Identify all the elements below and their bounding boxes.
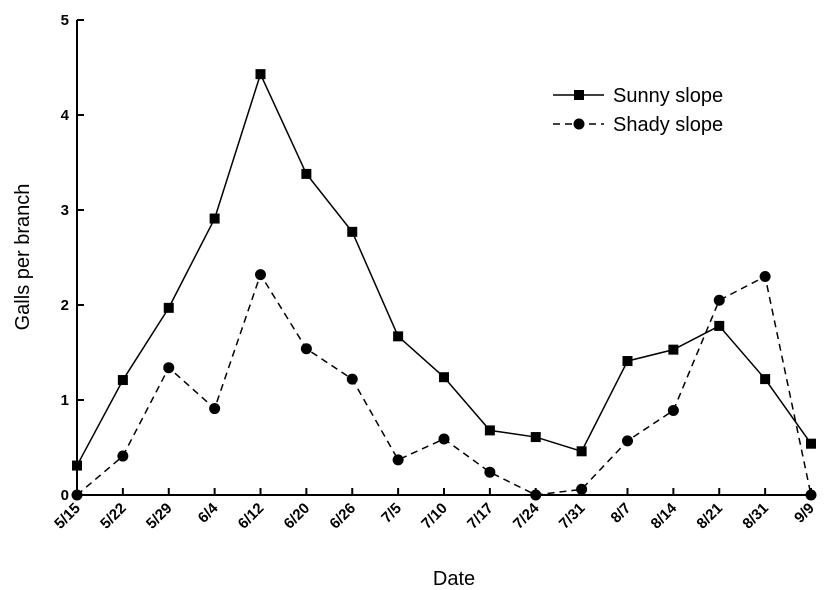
y-tick-label: 3 — [61, 202, 69, 219]
data-point-shady-slope — [484, 466, 496, 478]
data-point-sunny-slope — [714, 320, 725, 331]
series-sunny-slope — [72, 69, 816, 471]
data-point-shady-slope — [300, 343, 312, 355]
series-layer — [71, 69, 817, 501]
data-point-sunny-slope — [484, 425, 495, 436]
y-tick-label: 0 — [61, 487, 69, 504]
legend-item-sunny: Sunny slope — [553, 85, 723, 107]
data-point-sunny-slope — [163, 302, 174, 313]
legend: Sunny slope Shady slope — [553, 85, 723, 136]
y-axis-ticks: 0 1 2 3 4 5 — [61, 12, 84, 504]
data-point-shady-slope — [530, 489, 542, 501]
y-tick-label: 2 — [61, 297, 69, 314]
series-line-shady-slope — [76, 272, 812, 496]
x-tick-label: 7/10 — [418, 500, 451, 533]
y-tick-label: 5 — [61, 12, 69, 29]
data-point-sunny-slope — [255, 69, 266, 80]
series-shady-slope — [71, 269, 817, 501]
x-tick-label: 9/9 — [791, 500, 818, 527]
data-point-shady-slope — [392, 454, 404, 466]
x-tick-label: 7/24 — [510, 499, 543, 532]
data-point-shady-slope — [163, 362, 175, 374]
legend-item-shady: Shady slope — [553, 114, 723, 136]
data-point-shady-slope — [117, 450, 129, 462]
data-point-sunny-slope — [439, 372, 449, 383]
data-point-sunny-slope — [576, 446, 587, 457]
data-point-shady-slope — [667, 404, 679, 416]
data-point-shady-slope — [713, 294, 725, 306]
x-tick-label: 5/22 — [97, 500, 130, 533]
x-tick-label: 8/21 — [693, 500, 726, 533]
data-point-shady-slope — [805, 489, 817, 501]
data-point-sunny-slope — [393, 331, 404, 342]
x-tick-label: 8/7 — [608, 500, 635, 527]
x-tick-label: 8/31 — [739, 500, 772, 533]
legend-swatch-sunny-marker — [574, 90, 584, 100]
data-point-sunny-slope — [117, 375, 128, 386]
data-point-sunny-slope — [72, 460, 82, 471]
x-tick-label: 5/15 — [51, 500, 84, 533]
y-tick-label: 4 — [61, 107, 70, 124]
data-point-shady-slope — [759, 271, 771, 282]
data-point-shady-slope — [255, 269, 266, 281]
legend-label-shady: Shady slope — [613, 114, 723, 136]
data-point-shady-slope — [438, 433, 450, 445]
x-tick-label: 5/29 — [143, 500, 176, 533]
data-point-sunny-slope — [760, 374, 771, 385]
x-axis-title: Date — [433, 568, 475, 590]
x-tick-label: 6/12 — [235, 500, 268, 533]
data-point-sunny-slope — [209, 213, 220, 224]
x-tick-label: 7/5 — [378, 500, 405, 527]
x-tick-label: 6/4 — [195, 499, 222, 526]
data-point-sunny-slope — [622, 356, 633, 367]
x-tick-label: 7/31 — [556, 500, 589, 533]
data-point-sunny-slope — [347, 226, 358, 237]
x-tick-label: 6/26 — [326, 500, 359, 533]
x-tick-label: 8/14 — [648, 499, 681, 532]
data-point-sunny-slope — [806, 438, 816, 449]
y-axis-title: Galls per branch — [12, 184, 34, 331]
data-point-shady-slope — [622, 435, 633, 447]
data-point-shady-slope — [576, 483, 588, 495]
x-tick-label: 7/17 — [464, 500, 497, 533]
legend-label-sunny: Sunny slope — [613, 85, 723, 107]
y-tick-label: 1 — [61, 392, 69, 409]
data-point-shady-slope — [71, 489, 83, 501]
data-point-sunny-slope — [668, 344, 679, 355]
data-point-shady-slope — [346, 373, 358, 385]
data-point-sunny-slope — [530, 432, 541, 443]
legend-swatch-shady-marker — [573, 118, 585, 130]
data-point-shady-slope — [209, 403, 221, 415]
data-point-sunny-slope — [301, 168, 312, 179]
x-tick-label: 6/20 — [281, 500, 314, 533]
